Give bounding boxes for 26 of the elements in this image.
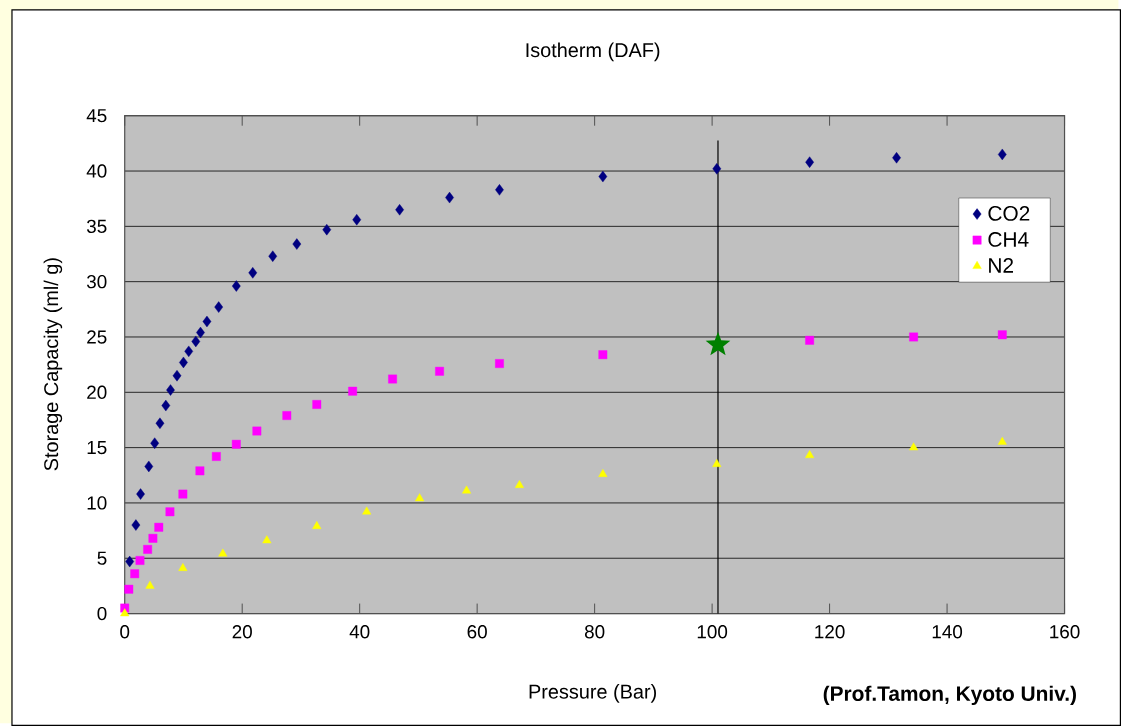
y-tick-label: 40	[86, 164, 107, 178]
legend-label: N2	[989, 258, 1013, 273]
x-tick-label: 60	[467, 625, 487, 639]
legend-label: CH4	[988, 232, 1029, 247]
x-tick-label: 0	[120, 625, 130, 639]
y-tick-label: 35	[86, 219, 107, 234]
y-tick-label: 0	[97, 606, 107, 621]
y-axis-title: Storage Capacity (ml/ g)	[43, 258, 63, 471]
text: (Prof.Tamon, Kyoto Univ.)	[823, 685, 1076, 706]
y-tick-label: 20	[87, 385, 107, 400]
y-tick-label: 25	[87, 330, 107, 344]
y-tick-label: 45	[86, 109, 107, 123]
y-tick-label: 15	[87, 441, 107, 455]
y-tick-label: 30	[86, 275, 107, 289]
x-tick-label: 120	[815, 625, 845, 639]
y-tick-label: 5	[97, 551, 107, 565]
x-tick-label: 20	[232, 625, 252, 639]
x-tick-label: 80	[584, 625, 605, 639]
x-tick-label: 140	[932, 625, 963, 639]
x-tick-label: 100	[697, 625, 728, 639]
x-axis-title: Pressure (Bar)	[529, 684, 656, 703]
x-tick-label: 160	[1050, 625, 1080, 639]
legend-label: CO2	[988, 206, 1030, 221]
x-tick-label: 40	[349, 625, 370, 639]
y-tick-label: 10	[87, 496, 107, 510]
chart-title: Isotherm (DAF)	[526, 42, 660, 62]
